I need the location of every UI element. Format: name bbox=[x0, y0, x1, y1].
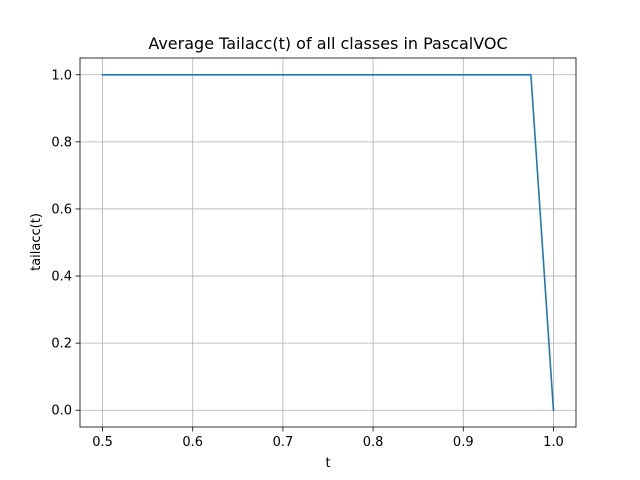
x-tick-label: 0.7 bbox=[273, 435, 294, 450]
chart-title: Average Tailacc(t) of all classes in Pas… bbox=[148, 34, 507, 53]
y-tick-label: 0.0 bbox=[51, 404, 72, 419]
x-tick-label: 1.0 bbox=[543, 435, 564, 450]
x-axis-label: t bbox=[325, 456, 330, 471]
plot-frame bbox=[79, 57, 577, 428]
y-axis: 0.0 0.2 0.4 0.6 0.8 1.0 bbox=[51, 68, 80, 419]
x-tick-label: 0.6 bbox=[182, 435, 203, 450]
x-tick-label: 0.8 bbox=[363, 435, 384, 450]
series-layer bbox=[101, 73, 555, 412]
y-tick-label: 0.8 bbox=[51, 135, 72, 150]
y-tick-label: 0.4 bbox=[51, 270, 72, 285]
x-tick-label: 0.5 bbox=[92, 435, 113, 450]
x-axis: 0.5 0.6 0.7 0.8 0.9 1.0 bbox=[92, 427, 564, 450]
y-tick-label: 0.2 bbox=[51, 337, 72, 352]
x-tick-label: 0.9 bbox=[453, 435, 474, 450]
y-tick-label: 1.0 bbox=[51, 68, 72, 83]
series-line bbox=[101, 73, 555, 412]
y-axis-label: tailacc(t) bbox=[29, 213, 44, 271]
y-tick-label: 0.6 bbox=[51, 202, 72, 217]
